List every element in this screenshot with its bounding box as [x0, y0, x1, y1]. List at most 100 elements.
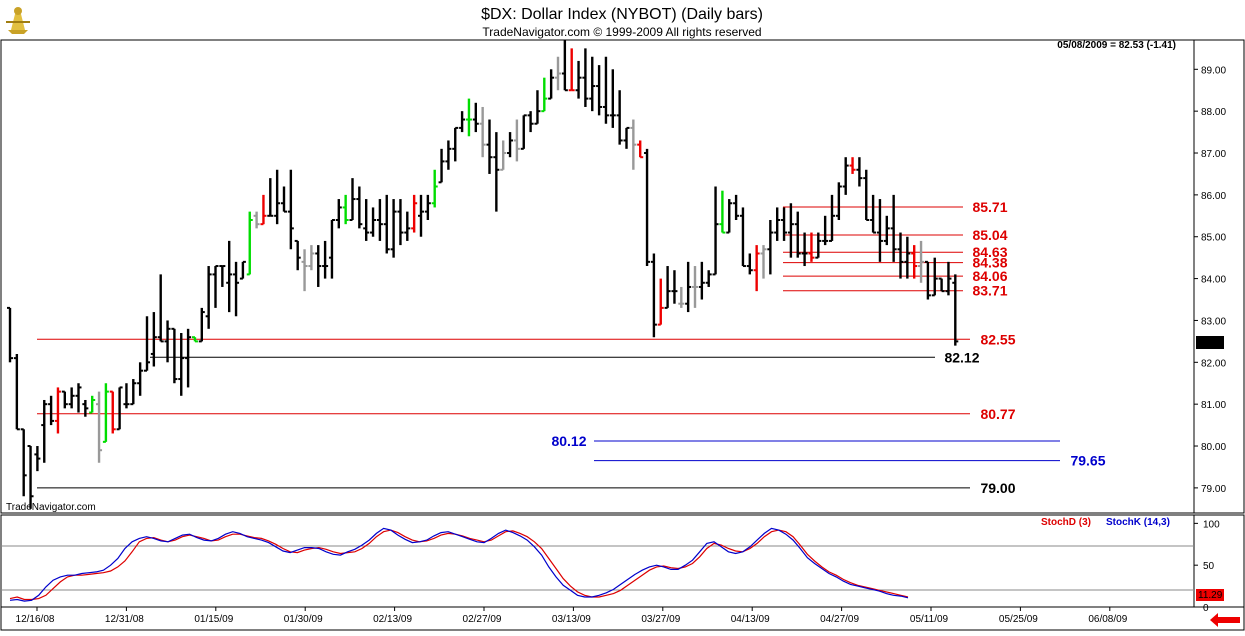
ohlc-bar: [239, 260, 246, 280]
ohlc-bar: [418, 194, 424, 237]
ohlc-bar: [822, 215, 829, 246]
ohlc-bar: [534, 90, 541, 125]
ohlc-bar: [102, 383, 109, 443]
ohlc-bar: [911, 245, 918, 279]
ohlc-bar: [520, 114, 527, 150]
scroll-right-arrow-icon[interactable]: [1210, 613, 1240, 627]
level-label-85.71: 85.71: [972, 199, 1007, 215]
price-tick-label: 81.00: [1201, 400, 1226, 411]
stochd-legend: StochD (3): [1041, 517, 1091, 528]
ohlc-bar: [589, 56, 596, 112]
ohlc-bar: [171, 327, 178, 384]
ohlc-bar: [808, 232, 815, 262]
ohlc-bar: [137, 362, 144, 396]
ohlc-bar: [390, 199, 397, 258]
ohlc-bar: [13, 353, 20, 431]
ohlc-bar: [486, 119, 493, 174]
last-price-tag-label: 82.53: [1198, 338, 1223, 349]
ohlc-bar: [89, 395, 96, 414]
stoch-tick-label: 0: [1203, 603, 1209, 614]
ohlc-bar: [191, 336, 198, 343]
ohlc-bar: [411, 194, 418, 233]
ohlc-bar: [596, 65, 603, 116]
price-tick-label: 88.00: [1201, 107, 1226, 118]
ohlc-bar: [301, 249, 308, 292]
ohlc-bar: [746, 253, 753, 275]
ohlc-bar: [726, 199, 733, 234]
price-axis-panel: [1193, 39, 1245, 514]
ohlc-bar: [7, 306, 13, 363]
ohlc-bar: [61, 390, 68, 409]
ohlc-bar: [623, 126, 630, 149]
level-label-79.00: 79.00: [980, 480, 1015, 496]
ohlc-bar: [719, 190, 726, 234]
last-stoch-tag-label: 11.29: [1198, 590, 1223, 601]
date-tick-label: 01/15/09: [194, 614, 233, 625]
ohlc-bar: [404, 211, 411, 241]
ohlc-bar: [678, 286, 685, 308]
price-tick-label: 79.00: [1201, 484, 1226, 495]
ohlc-bar: [794, 211, 801, 258]
ohlc-bar: [144, 316, 150, 372]
ohlc-bar: [308, 245, 315, 271]
ohlc-bar: [863, 169, 870, 221]
ohlc-bar: [274, 169, 281, 225]
level-label-85.04: 85.04: [972, 227, 1007, 243]
ohlc-bar: [774, 207, 781, 241]
ohlc-bar: [698, 261, 705, 300]
ohlc-bar: [787, 203, 794, 258]
level-label-84.06: 84.06: [972, 268, 1007, 284]
stoch-tick-label: 100: [1203, 519, 1220, 530]
ohlc-bar: [924, 260, 931, 300]
ohlc-bar: [383, 194, 390, 254]
ohlc-bar: [376, 199, 383, 241]
date-tick-label: 04/13/09: [731, 614, 770, 625]
ohlc-bar: [842, 157, 849, 195]
ohlc-bar: [657, 278, 664, 326]
ohlc-bar: [27, 445, 34, 509]
ohlc-bar: [527, 111, 534, 133]
price-tick-label: 86.00: [1201, 191, 1226, 202]
ohlc-bar: [431, 169, 438, 208]
ohlc-bar: [116, 386, 123, 431]
ohlc-bar: [219, 265, 226, 287]
ohlc-bar: [609, 69, 616, 128]
ohlc-bar: [335, 199, 342, 229]
last-price-readout: 05/08/2009 = 82.53 (-1.41): [1057, 40, 1176, 51]
ohlc-bar: [835, 182, 842, 220]
ohlc-bar: [739, 207, 746, 268]
ohlc-bar: [445, 140, 452, 170]
date-tick-label: 12/31/08: [105, 614, 144, 625]
ohlc-bar: [198, 307, 205, 343]
ohlc-bar: [48, 395, 55, 426]
ohlc-bar: [507, 132, 514, 158]
ohlc-bar: [452, 126, 459, 162]
ohlc-bar: [644, 148, 651, 267]
ohlc-bar: [75, 383, 82, 413]
ohlc-bar: [692, 266, 698, 308]
ohlc-bar: [493, 132, 500, 212]
ohlc-bar: [918, 240, 925, 283]
ohlc-bar: [363, 199, 370, 241]
ohlc-bar: [397, 199, 404, 246]
ohlc-bar: [931, 257, 938, 297]
ohlc-bar: [465, 98, 472, 137]
ohlc-bar: [233, 261, 240, 317]
ohlc-bar: [294, 239, 301, 271]
ohlc-bar: [582, 48, 589, 107]
stoch-pane: [0, 514, 1195, 608]
date-tick-label: 05/11/09: [910, 614, 949, 625]
chart-subtitle: TradeNavigator.com © 1999-2009 All right…: [482, 25, 761, 39]
ohlc-bar: [616, 90, 623, 145]
price-tick-label: 84.00: [1201, 275, 1226, 286]
ohlc-bar: [815, 232, 822, 259]
ohlc-bar: [685, 261, 692, 313]
ohlc-bar: [281, 186, 287, 213]
ohlc-bar: [356, 186, 363, 229]
price-tick-label: 87.00: [1201, 149, 1226, 160]
price-pane: [0, 39, 1195, 514]
ohlc-bar: [185, 328, 192, 388]
date-tick-label: 02/27/09: [463, 614, 502, 625]
